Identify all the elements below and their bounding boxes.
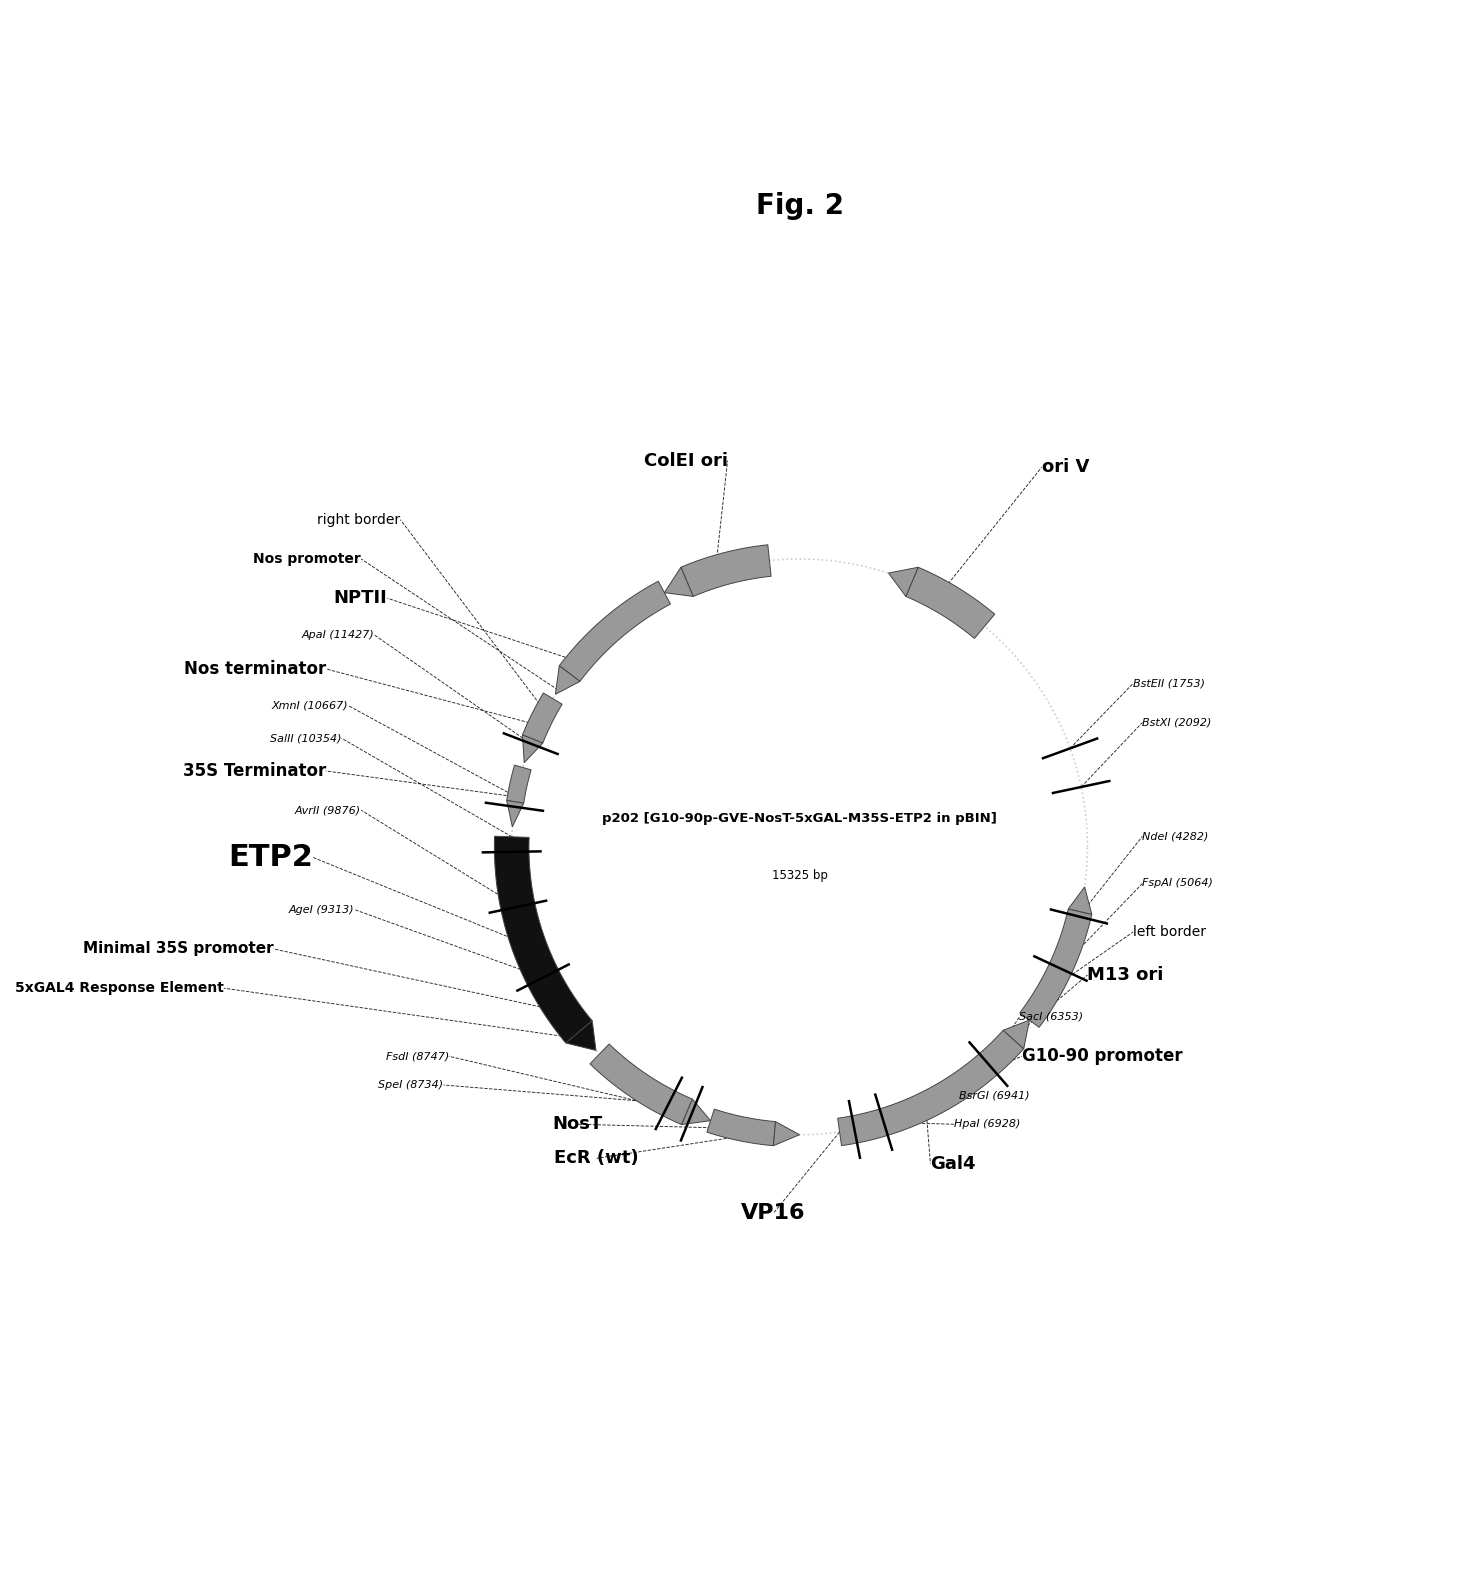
Polygon shape — [555, 666, 580, 694]
Text: AgeI (9313): AgeI (9313) — [289, 904, 354, 915]
Text: ColEI ori: ColEI ori — [643, 451, 728, 470]
Text: Gal4: Gal4 — [930, 1155, 975, 1173]
Text: ApaI (11427): ApaI (11427) — [302, 629, 375, 640]
Text: BstXI (2092): BstXI (2092) — [1143, 718, 1212, 728]
Text: XmnI (10667): XmnI (10667) — [271, 701, 348, 710]
Polygon shape — [682, 1100, 710, 1125]
Text: 35S Terminator: 35S Terminator — [182, 763, 325, 780]
Polygon shape — [494, 836, 592, 1042]
Polygon shape — [1069, 887, 1092, 914]
Text: ETP2: ETP2 — [227, 842, 313, 872]
Text: p202 [G10-90p-GVE-NosT-5xGAL-M35S-ETP2 in pBIN]: p202 [G10-90p-GVE-NosT-5xGAL-M35S-ETP2 i… — [602, 812, 997, 825]
Text: Nos terminator: Nos terminator — [184, 659, 325, 679]
Text: Minimal 35S promoter: Minimal 35S promoter — [83, 941, 274, 957]
Text: 5xGAL4 Response Element: 5xGAL4 Response Element — [15, 980, 223, 995]
Text: right border: right border — [318, 513, 401, 526]
Text: AvrII (9876): AvrII (9876) — [295, 806, 362, 815]
Text: BsrGI (6941): BsrGI (6941) — [959, 1090, 1029, 1101]
Polygon shape — [681, 545, 771, 596]
Text: VP16: VP16 — [741, 1203, 806, 1224]
Text: Fig. 2: Fig. 2 — [755, 192, 844, 219]
Polygon shape — [590, 1044, 693, 1125]
Polygon shape — [773, 1122, 799, 1146]
Text: FspAI (5064): FspAI (5064) — [1143, 879, 1213, 888]
Text: EcR (wt): EcR (wt) — [554, 1149, 639, 1168]
Text: SalII (10354): SalII (10354) — [270, 733, 341, 744]
Text: NosT: NosT — [553, 1115, 602, 1133]
Polygon shape — [1003, 1020, 1029, 1049]
Polygon shape — [888, 567, 919, 596]
Text: SpeI (8734): SpeI (8734) — [379, 1081, 443, 1090]
Polygon shape — [560, 582, 671, 682]
Text: SacI (6353): SacI (6353) — [1019, 1012, 1083, 1022]
Text: NdeI (4282): NdeI (4282) — [1143, 831, 1209, 841]
Polygon shape — [838, 1030, 1024, 1146]
Text: 15325 bp: 15325 bp — [771, 869, 828, 882]
Text: FsdI (8747): FsdI (8747) — [385, 1052, 449, 1061]
Text: BstEII (1753): BstEII (1753) — [1133, 679, 1206, 688]
Polygon shape — [522, 693, 563, 744]
Text: M13 ori: M13 ori — [1088, 966, 1163, 984]
Text: NPTII: NPTII — [334, 590, 388, 607]
Polygon shape — [522, 734, 542, 763]
Polygon shape — [665, 567, 693, 596]
Text: Nos promoter: Nos promoter — [254, 551, 362, 566]
Text: left border: left border — [1133, 925, 1206, 939]
Polygon shape — [566, 1020, 596, 1050]
Text: G10-90 promoter: G10-90 promoter — [1022, 1047, 1182, 1065]
Polygon shape — [507, 766, 531, 802]
Polygon shape — [1019, 909, 1092, 1028]
Text: ori V: ori V — [1041, 458, 1089, 477]
Polygon shape — [507, 801, 523, 826]
Polygon shape — [905, 567, 994, 639]
Polygon shape — [707, 1109, 776, 1146]
Text: HpaI (6928): HpaI (6928) — [954, 1119, 1021, 1130]
